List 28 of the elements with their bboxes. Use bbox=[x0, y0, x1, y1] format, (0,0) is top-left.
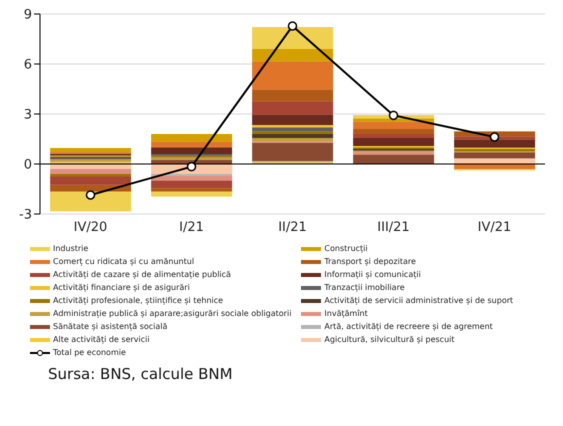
legend-label: Administrație publică și aparare;asigurări sociale obligatorii bbox=[53, 309, 292, 318]
legend-label: Alte activități de servicii bbox=[53, 335, 150, 344]
legend-label: Activități de cazare și de alimentație publică bbox=[53, 270, 231, 279]
legend-label: Transport și depozitare bbox=[324, 257, 416, 266]
text: Sursa: BNS, calcule BNM bbox=[48, 365, 234, 383]
y-tick-label: 9 bbox=[24, 8, 32, 23]
legend-label: Activități profesionale, științifice și tehnice bbox=[53, 296, 224, 305]
x-tick-label: II/21 bbox=[278, 220, 307, 236]
legend-label: Agicultură, silvicultură și pescuit bbox=[324, 335, 455, 344]
x-tick-label: IV/20 bbox=[74, 220, 108, 236]
legend-label: Activități de servicii administrative și de suport bbox=[324, 296, 514, 305]
legend-label: Invățămînt bbox=[324, 309, 368, 318]
legend-label: Informații și comunicații bbox=[324, 270, 421, 279]
y-tick-label: 6 bbox=[24, 58, 32, 73]
legend-label: Sănătate și asistență socială bbox=[53, 322, 168, 331]
legend-label: Activități financiare și de asigurări bbox=[53, 283, 190, 292]
y-tick-label: -3 bbox=[19, 208, 32, 223]
legend-label: Total pe economie bbox=[53, 348, 126, 357]
legend-label: Construcții bbox=[324, 244, 368, 253]
y-tick-label: 0 bbox=[24, 158, 32, 173]
x-tick-label: IV/21 bbox=[478, 220, 512, 236]
legend-label: Tranzacții imobiliare bbox=[324, 283, 405, 292]
y-tick-label: 3 bbox=[24, 108, 32, 123]
legend-label: Comerț cu ridicata și cu amănuntul bbox=[53, 257, 194, 266]
x-tick-label: III/21 bbox=[377, 220, 410, 236]
legend-label: Industrie bbox=[53, 244, 88, 253]
x-tick-label: I/21 bbox=[179, 220, 204, 236]
legend-label: Artă, activități de recreere și de agrement bbox=[324, 322, 493, 331]
